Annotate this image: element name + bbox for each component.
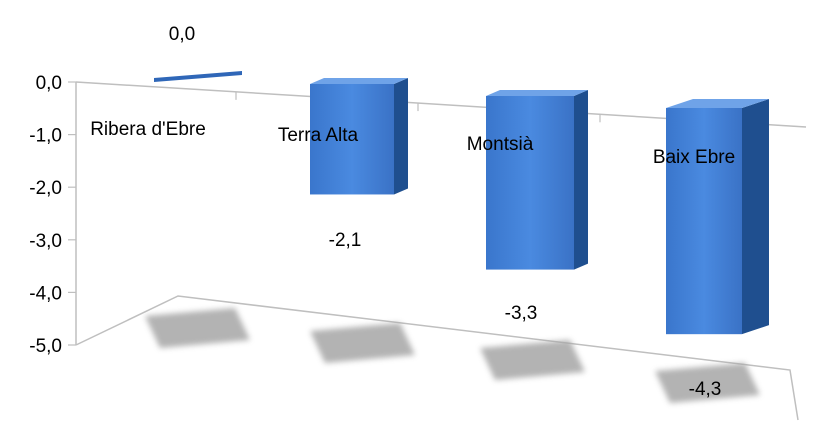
bar-top <box>486 90 588 96</box>
bar-shadow <box>655 363 760 403</box>
data-label: -3,3 <box>505 303 538 324</box>
bar-side <box>574 90 588 270</box>
y-tick-label: -5,0 <box>29 336 62 357</box>
bar-shadow <box>480 340 585 380</box>
bar <box>666 99 769 335</box>
bar-front <box>666 108 742 335</box>
bar-front <box>310 84 394 195</box>
floor-outline <box>75 295 799 421</box>
y-tick-label: 0,0 <box>36 73 62 94</box>
bar-side <box>742 99 769 335</box>
data-label: 0,0 <box>169 24 195 45</box>
bars <box>154 71 769 335</box>
data-label: -4,3 <box>689 379 722 400</box>
y-tick-label: -3,0 <box>29 231 62 252</box>
category-label: Terra Alta <box>278 125 359 146</box>
category-labels: Ribera d'Ebre Terra Alta Montsià Baix Ebre <box>90 119 735 168</box>
bar-shadow <box>310 323 415 363</box>
bar-top <box>666 99 769 108</box>
bar <box>486 90 588 270</box>
bar-top <box>310 78 408 84</box>
bar-side <box>394 78 408 195</box>
bar <box>154 71 242 82</box>
data-label: -2,1 <box>329 230 362 251</box>
bar-front <box>486 96 574 270</box>
bar-flat <box>154 71 242 82</box>
y-tick-label: -1,0 <box>29 126 62 147</box>
y-axis-ticks: 0,0 -1,0 -2,0 -3,0 -4,0 -5,0 <box>29 73 76 357</box>
bar-shadow <box>145 308 250 348</box>
y-tick-label: -2,0 <box>29 178 62 199</box>
bar <box>310 78 408 195</box>
category-label: Montsià <box>467 134 534 155</box>
y-tick-label: -4,0 <box>29 283 62 304</box>
category-label: Baix Ebre <box>653 147 735 168</box>
category-label: Ribera d'Ebre <box>90 119 206 140</box>
bar-shadows <box>145 308 760 403</box>
data-labels: 0,0 -2,1 -3,3 -4,3 <box>169 24 722 400</box>
